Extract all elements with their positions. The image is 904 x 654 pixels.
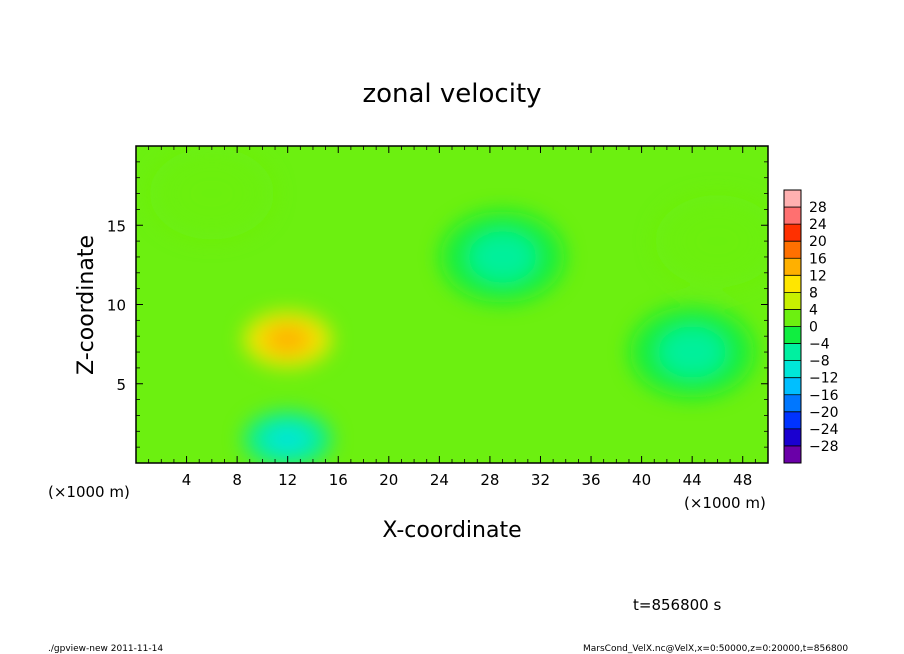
field-feature-core [263, 423, 312, 455]
x-axis-label: X-coordinate [382, 518, 521, 543]
colorbar-label: 8 [809, 285, 818, 301]
x-tick-label: 16 [329, 471, 348, 489]
colorbar-label: −28 [809, 439, 839, 455]
colorbar-swatch [784, 241, 801, 259]
x-unit-left: (×1000 m) [48, 483, 130, 501]
x-tick-label: 24 [430, 471, 449, 489]
colorbar-swatch [784, 224, 801, 242]
y-tick-label: 10 [107, 297, 126, 315]
colorbar-swatch [784, 394, 801, 412]
colorbar-swatch [784, 326, 801, 344]
colorbar-swatch [784, 411, 801, 429]
colorbar-label: 28 [809, 200, 827, 216]
colorbar-label: −12 [809, 371, 839, 387]
colorbar-label: 12 [809, 268, 827, 284]
colorbar-swatch [784, 309, 801, 327]
colorbar-label: −16 [809, 388, 839, 404]
colorbar-label: 16 [809, 251, 827, 267]
colorbar-swatch [784, 275, 801, 293]
colorbar-swatch [784, 207, 801, 225]
x-tick-label: 28 [480, 471, 499, 489]
colorbar-label: 4 [809, 302, 818, 318]
y-tick-label: 15 [107, 217, 126, 235]
y-axis-ticks: 5 10 15 [107, 161, 768, 448]
x-tick-label: 48 [733, 471, 752, 489]
chart-title: zonal velocity [362, 79, 541, 109]
colorbar-swatch [784, 377, 801, 395]
field-feature-core [468, 231, 537, 283]
footer-right: MarsCond_VelX.nc@VelX,x=0:50000,z=0:2000… [583, 644, 848, 654]
colorbar-swatch [784, 190, 801, 208]
x-tick-label: 36 [581, 471, 600, 489]
velocity-field [149, 147, 768, 463]
time-label: t=856800 s [633, 596, 721, 614]
field-feature-core [263, 323, 312, 355]
footer-left: ./gpview-new 2011-11-14 [48, 644, 163, 654]
colorbar-label: 20 [809, 234, 827, 250]
field-feature-core [177, 168, 246, 219]
colorbar-label: −4 [809, 337, 830, 353]
colorbar-swatch [784, 258, 801, 276]
field-feature-core [658, 326, 727, 378]
x-tick-label: 4 [182, 471, 192, 489]
colorbar-swatch [784, 292, 801, 310]
colorbar-label: −24 [809, 422, 839, 438]
x-tick-label: 12 [278, 471, 297, 489]
x-tick-label: 8 [232, 471, 242, 489]
colorbar-swatch [784, 445, 801, 463]
colorbar-label: −8 [809, 354, 830, 370]
y-tick-label: 5 [116, 376, 126, 394]
x-tick-label: 40 [632, 471, 651, 489]
colorbar-label: 0 [809, 320, 818, 336]
field-feature-core [683, 215, 752, 267]
colorbar-swatch [784, 343, 801, 361]
colorbar-label: 24 [809, 217, 827, 233]
x-axis-ticks: 4 8 12 16 20 24 28 32 36 40 44 48 [148, 146, 756, 489]
colorbar-swatch [784, 360, 801, 378]
x-tick-label: 44 [683, 471, 702, 489]
x-unit-right: (×1000 m) [684, 494, 766, 512]
colorbar-swatch [784, 428, 801, 446]
colorbar-label: −20 [809, 405, 839, 421]
x-tick-label: 32 [531, 471, 550, 489]
x-tick-label: 20 [379, 471, 398, 489]
y-axis-label: Z-coordinate [74, 235, 99, 375]
